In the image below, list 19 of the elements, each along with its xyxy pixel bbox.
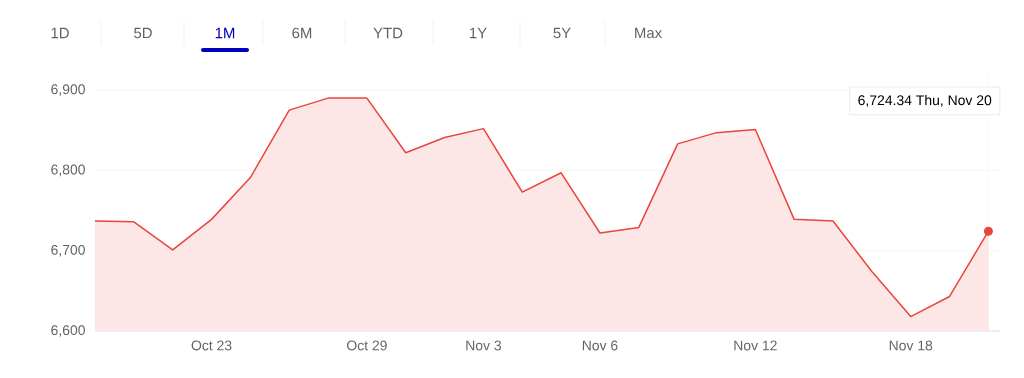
text: 5Y — [553, 27, 571, 39]
text: 5D — [134, 27, 152, 39]
y-tick-label: 6,900 — [51, 84, 85, 96]
y-tick-label: 6,800 — [51, 164, 85, 177]
text: Max — [635, 27, 662, 39]
x-tick-label: Nov 18 — [889, 340, 933, 351]
y-tick-label: 6,600 — [51, 325, 85, 337]
text: 1Y — [470, 27, 487, 39]
x-tick-label: Nov 6 — [582, 340, 618, 351]
annotation: 6,724.34 Thu, Nov 20 — [858, 94, 992, 107]
x-tick-label: Nov 12 — [734, 340, 777, 351]
y-tick-label: 6,700 — [51, 244, 85, 257]
x-tick-label: Oct 23 — [191, 340, 232, 351]
x-tick-label: Nov 3 — [466, 340, 502, 351]
text: 1M — [215, 27, 235, 39]
x-tick-label: Oct 29 — [347, 340, 387, 351]
text: 1D — [51, 27, 69, 39]
text: 6M — [292, 27, 312, 39]
text: YTD — [373, 27, 403, 39]
